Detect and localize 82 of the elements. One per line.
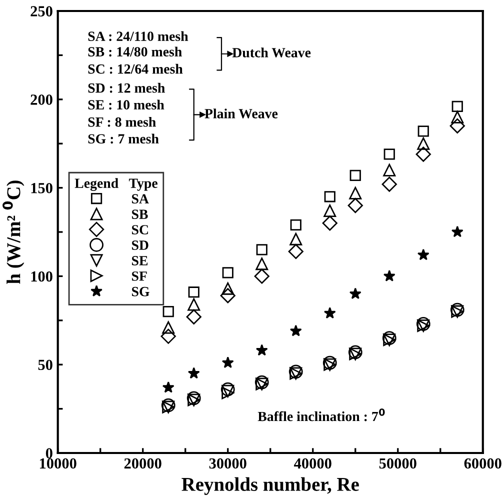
point — [324, 191, 336, 202]
point — [188, 367, 200, 379]
point — [256, 244, 268, 256]
legend-label: SC — [132, 225, 148, 234]
point — [451, 226, 464, 238]
point — [452, 100, 463, 112]
annotation: SC : 12/64 mesh — [88, 64, 183, 74]
x-tick-label: 10000 — [40, 458, 76, 469]
point — [290, 232, 302, 246]
x-tick-label: 60000 — [464, 458, 502, 469]
point — [256, 344, 268, 356]
y-tick-label: 50 — [38, 360, 52, 370]
point — [417, 248, 430, 260]
y-tick-label: 100 — [31, 271, 52, 282]
y-tick-label: 150 — [31, 182, 52, 194]
point — [350, 170, 361, 181]
point — [186, 391, 201, 406]
point — [349, 288, 362, 300]
point — [382, 176, 397, 192]
x-tick-label: 50000 — [379, 458, 416, 469]
y-tick-label: 250 — [30, 6, 52, 16]
annotation: SG : 7 mesh — [88, 134, 159, 144]
point — [188, 298, 200, 311]
point — [322, 216, 338, 231]
point — [162, 381, 174, 393]
x-tick-label: 40000 — [294, 458, 332, 469]
annotation: SE : 10 mesh — [88, 100, 164, 110]
legend-label: SF — [132, 271, 147, 281]
point — [162, 306, 174, 318]
point — [383, 270, 396, 282]
legend-label: SA — [132, 194, 149, 204]
legend-label: SB — [132, 210, 148, 219]
point — [188, 286, 200, 298]
x-axis-title: Reynolds number, Re — [182, 477, 359, 495]
point — [254, 375, 269, 390]
point — [254, 268, 270, 284]
annotation: SF : 8 mesh — [88, 116, 156, 127]
point — [290, 219, 302, 230]
point — [220, 288, 236, 304]
point — [384, 148, 395, 160]
point — [324, 204, 336, 218]
point — [349, 186, 362, 200]
annotation: Baffle inclination : 7$^{0}$ — [258, 408, 385, 422]
point — [416, 316, 430, 331]
point — [417, 137, 430, 150]
point — [288, 244, 304, 260]
point — [382, 331, 396, 346]
point — [222, 267, 234, 278]
x-tick-label: 20000 — [124, 458, 162, 469]
annotation: SA : 24/110 mesh — [88, 31, 188, 42]
legend-label: SE — [132, 256, 148, 266]
annotation: SB : 14/80 mesh — [88, 46, 182, 57]
x-tick-label: 30000 — [209, 458, 246, 469]
point — [222, 282, 234, 295]
y-tick-label: 0 — [46, 448, 52, 458]
point — [450, 302, 464, 317]
y-tick-label: 200 — [30, 94, 52, 105]
point — [160, 328, 176, 344]
legend-title: Legend Type — [74, 178, 158, 191]
point — [348, 345, 362, 360]
y-axis-title: h (W/m² $^{0}$C) — [2, 180, 24, 284]
annotation: SD : 12 mesh — [88, 82, 165, 93]
point — [348, 198, 363, 214]
point — [186, 309, 202, 324]
legend-label: SG — [132, 286, 150, 296]
point — [324, 307, 336, 319]
point — [322, 356, 337, 370]
point — [416, 146, 431, 162]
point — [220, 382, 235, 396]
legend-label: SD — [132, 240, 148, 250]
point — [162, 321, 175, 334]
point — [451, 110, 464, 124]
point — [256, 258, 268, 270]
annotation: Plain Weave — [204, 108, 278, 118]
annotation: Dutch Weave — [232, 48, 311, 58]
point — [222, 356, 234, 368]
point — [418, 126, 429, 137]
point — [288, 364, 303, 379]
point — [450, 118, 465, 134]
point — [161, 398, 176, 412]
point — [290, 324, 302, 336]
point — [383, 164, 396, 176]
